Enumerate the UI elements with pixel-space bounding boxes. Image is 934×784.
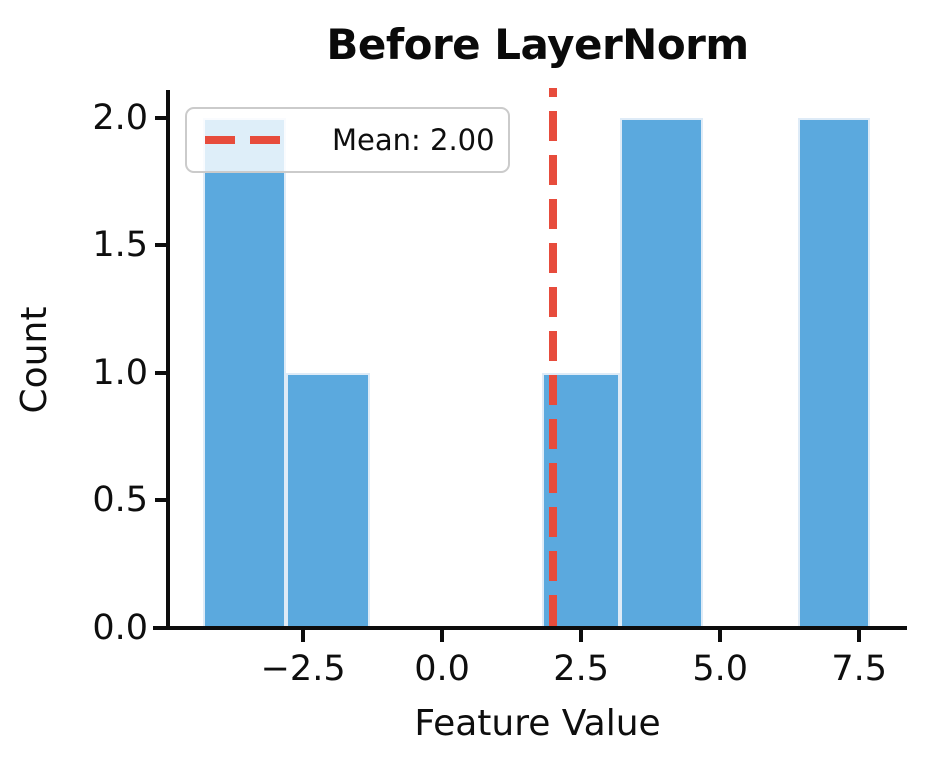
legend-label: Mean: 2.00 (332, 123, 495, 157)
x-tick-mark (301, 628, 306, 642)
x-tick-label: −2.5 (260, 649, 346, 689)
y-tick-label: 0.5 (92, 480, 148, 521)
histogram-bar (620, 117, 704, 628)
mean-line (549, 88, 558, 628)
y-tick-label: 1.0 (92, 352, 148, 393)
x-tick-label: 0.0 (414, 649, 470, 689)
y-tick-mark (155, 626, 168, 630)
x-tick-mark (579, 628, 584, 642)
legend-mean-line-sample (205, 136, 280, 144)
y-tick-mark (155, 115, 168, 120)
plot-area: −2.5 0.0 2.5 5.0 7.5 0.0 0.5 1.0 1.5 2.0 Mean: 2.… (92, 88, 907, 688)
y-tick-mark (155, 370, 168, 375)
histogram-bar (798, 117, 871, 628)
x-axis-spine (153, 626, 907, 630)
y-axis-spine (166, 90, 170, 630)
x-tick-mark (718, 628, 723, 642)
legend-box: Mean: 2.00 (185, 107, 510, 173)
y-tick-label: 2.0 (92, 97, 148, 138)
x-tick-label: 2.5 (553, 649, 609, 689)
y-tick-label: 0.0 (92, 607, 148, 648)
y-tick-mark (155, 498, 168, 503)
x-tick-label: 7.5 (831, 649, 888, 689)
x-axis-label: Feature Value (414, 703, 661, 744)
x-tick-mark (857, 628, 862, 642)
chart-title: Before LayerNorm (326, 20, 749, 69)
x-tick-label: 5.0 (692, 649, 748, 689)
y-tick-mark (155, 243, 168, 248)
x-tick-mark (440, 628, 445, 642)
histogram-bar (286, 372, 370, 628)
y-axis-label: Count (14, 306, 55, 414)
y-tick-label: 1.5 (92, 224, 148, 265)
histogram-bar (203, 117, 287, 628)
